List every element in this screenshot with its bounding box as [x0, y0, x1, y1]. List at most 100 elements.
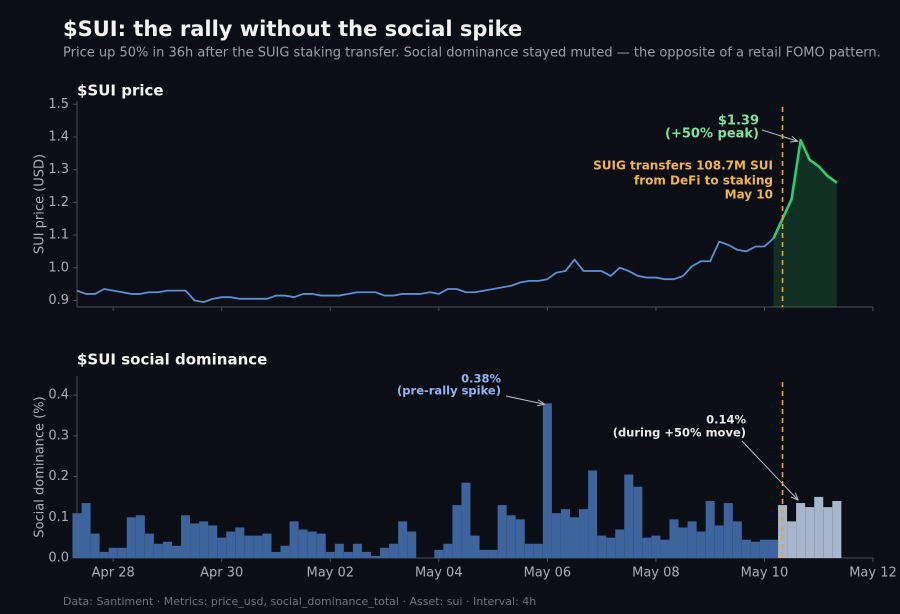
bar [208, 525, 218, 558]
y-tick-label: 1.4 [48, 129, 69, 144]
annotation: $1.39 [718, 114, 759, 129]
annotation-arrow [741, 440, 798, 500]
y-tick-label: 0.4 [48, 388, 69, 403]
bar [262, 533, 272, 558]
annotation: SUIG transfers 108.7M SUI [593, 159, 773, 173]
bar [90, 533, 100, 558]
bar [687, 521, 697, 558]
bar [280, 545, 290, 558]
bar [153, 543, 163, 558]
bar [226, 531, 236, 558]
bar [334, 543, 344, 558]
footer: Data: Santiment · Metrics: price_usd, so… [63, 595, 536, 608]
bar [144, 533, 154, 558]
bar [361, 551, 371, 558]
bar [126, 517, 136, 558]
bar [253, 535, 263, 558]
bar [325, 551, 335, 558]
y-tick-label: 1.3 [48, 162, 69, 177]
x-tick-label: May 08 [632, 566, 680, 581]
y-tick-label: 0.9 [48, 293, 69, 308]
x-tick-label: May 04 [415, 566, 463, 581]
bar [190, 523, 200, 558]
annotation: (+50% peak) [665, 127, 759, 142]
bar [443, 543, 453, 558]
bar [515, 519, 525, 558]
bar [633, 486, 643, 558]
panel-title: $SUI social dominance [77, 351, 267, 369]
bar [452, 505, 462, 558]
bar [823, 507, 833, 558]
bar [470, 535, 480, 558]
bar [669, 519, 679, 558]
y-tick-label: 1.5 [48, 97, 69, 112]
annotation: May 10 [725, 188, 773, 202]
bar [108, 547, 118, 558]
bar [117, 547, 127, 558]
bar [479, 549, 489, 558]
bar [343, 551, 353, 558]
y-tick-label: 0.3 [48, 428, 69, 443]
bar [642, 537, 652, 558]
bar [298, 529, 308, 558]
bar [759, 539, 769, 558]
bar [244, 535, 254, 558]
bar [678, 527, 688, 558]
bar [461, 482, 471, 558]
bar [506, 515, 516, 558]
bar [696, 531, 706, 558]
x-tick-label: May 10 [741, 566, 789, 581]
bar [533, 543, 543, 558]
bar [199, 521, 209, 558]
bar [569, 517, 580, 558]
bar [588, 470, 598, 558]
bar [370, 555, 381, 558]
bar [162, 541, 172, 558]
rally-area [773, 140, 837, 307]
bar [624, 474, 634, 558]
bar [705, 500, 715, 558]
bar [606, 537, 616, 558]
bar [352, 543, 362, 558]
bar [289, 521, 299, 558]
x-tick-label: May 12 [849, 566, 897, 581]
bar [787, 521, 797, 558]
annotation-arrow [761, 129, 798, 141]
x-tick-label: Apr 30 [200, 566, 243, 581]
annotation: (during +50% move) [613, 426, 746, 440]
price-line [76, 237, 775, 303]
bar [72, 513, 82, 558]
title: $SUI: the rally without the social spike [63, 17, 522, 41]
bar [796, 503, 806, 558]
bar [380, 547, 390, 558]
bar [407, 531, 417, 558]
bar [542, 403, 552, 558]
y-tick-label: 1.2 [48, 195, 69, 210]
bar [316, 533, 326, 558]
bar [398, 521, 408, 558]
bar [271, 551, 281, 558]
bar [615, 529, 625, 558]
bar [714, 525, 724, 558]
bar [497, 505, 507, 558]
annotation-arrow [505, 395, 544, 404]
bar [307, 531, 317, 558]
bar [551, 513, 561, 558]
x-tick-label: Apr 28 [92, 566, 135, 581]
x-tick-label: May 06 [524, 566, 572, 581]
bar [524, 543, 534, 558]
annotation: (pre-rally spike) [397, 384, 501, 398]
bar [832, 500, 842, 558]
bar [181, 515, 191, 558]
bar [81, 503, 91, 558]
bar [560, 509, 570, 558]
annotation: 0.38% [461, 372, 501, 386]
annotation: from DeFi to staking [634, 174, 773, 188]
bar [778, 505, 788, 558]
bar [723, 503, 733, 558]
bar [750, 541, 760, 558]
y-tick-label: 0.0 [48, 551, 69, 566]
bar [99, 551, 109, 558]
price-line [772, 138, 838, 239]
